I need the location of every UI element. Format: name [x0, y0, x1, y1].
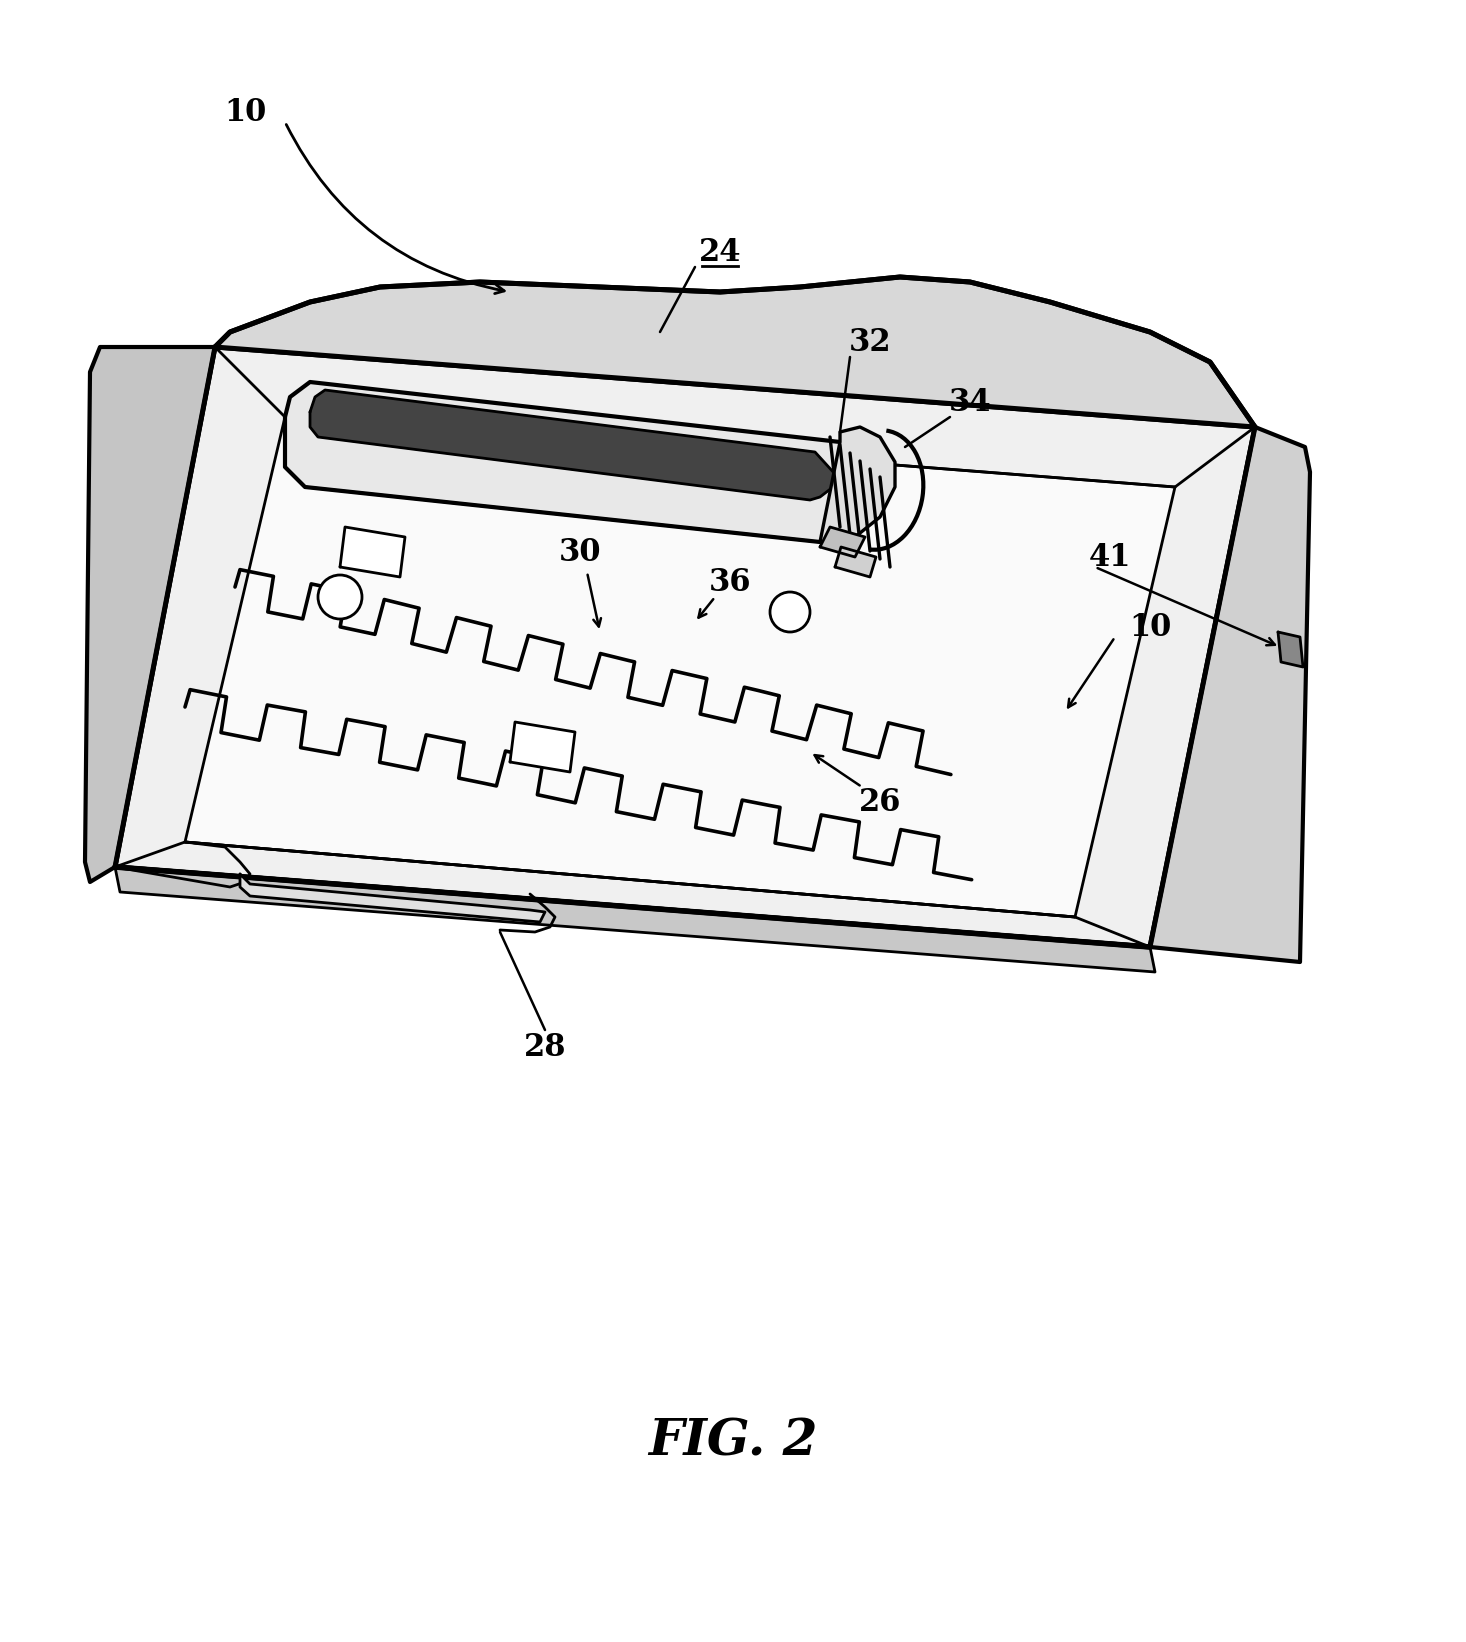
Polygon shape	[114, 346, 1255, 947]
Text: 10: 10	[1129, 611, 1171, 642]
Polygon shape	[85, 346, 216, 882]
Text: 41: 41	[1089, 542, 1132, 573]
Text: 32: 32	[849, 327, 891, 358]
Text: 36: 36	[708, 566, 751, 598]
Polygon shape	[340, 527, 405, 576]
Circle shape	[318, 575, 362, 619]
Polygon shape	[819, 427, 896, 542]
Polygon shape	[309, 391, 836, 501]
Polygon shape	[114, 867, 1155, 972]
Polygon shape	[284, 383, 869, 542]
Text: 10: 10	[224, 97, 267, 128]
Polygon shape	[510, 722, 575, 772]
Text: FIG. 2: FIG. 2	[648, 1417, 818, 1466]
Text: 28: 28	[523, 1031, 566, 1062]
Polygon shape	[216, 277, 1255, 427]
Polygon shape	[185, 417, 1176, 916]
Circle shape	[770, 593, 811, 632]
Text: 24: 24	[699, 236, 742, 268]
Text: 26: 26	[859, 787, 902, 818]
Polygon shape	[1149, 427, 1311, 962]
Polygon shape	[1278, 632, 1303, 667]
Text: 34: 34	[949, 386, 991, 417]
Text: 30: 30	[559, 537, 601, 568]
Polygon shape	[819, 527, 865, 557]
Polygon shape	[836, 547, 877, 576]
Polygon shape	[240, 874, 545, 923]
